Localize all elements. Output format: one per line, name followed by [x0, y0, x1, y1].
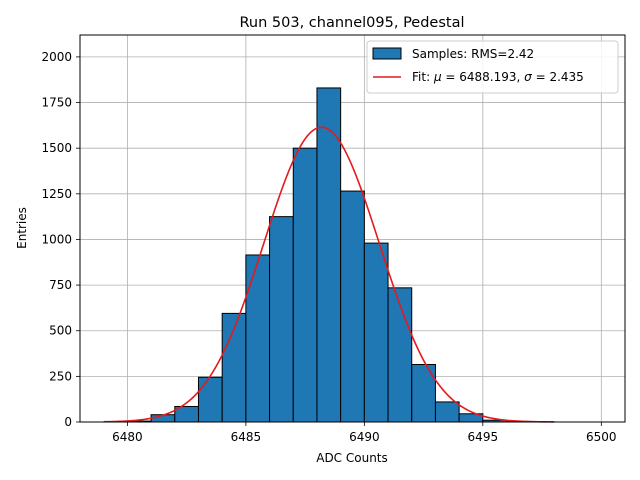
histogram-bar: [387, 287, 413, 423]
chart-title: Run 503, channel095, Pedestal: [239, 15, 464, 31]
legend: Samples: RMS=2.42 Fit: μ = 6488.193, σ =…: [366, 40, 619, 94]
y-tick-label: 500: [49, 324, 72, 338]
x-axis: 6480 6485 6490 6495 6500: [112, 422, 617, 444]
y-tick-label: 0: [64, 415, 72, 429]
x-tick-label: 6495: [468, 430, 499, 444]
legend-box: [366, 40, 619, 94]
y-tick-label: 2000: [41, 50, 72, 64]
plot-frame: [79, 34, 626, 423]
x-axis-label: ADC Counts: [316, 451, 388, 465]
histogram-bar: [434, 401, 460, 423]
legend-histogram-swatch: [372, 47, 402, 60]
histogram-bar: [197, 376, 223, 423]
histogram-bar: [411, 363, 436, 423]
y-tick-label: 1250: [41, 187, 72, 201]
legend-histogram-label: Samples: RMS=2.42: [412, 47, 534, 61]
x-tick-label: 6480: [112, 430, 143, 444]
histogram-bars: [126, 87, 555, 423]
y-axis: 0 250 500 750 1000 1250 1500 1750 2000: [41, 50, 80, 429]
x-tick-label: 6485: [231, 430, 262, 444]
histogram-bar: [269, 216, 294, 423]
y-tick-label: 1750: [41, 96, 72, 110]
histogram-bar: [245, 254, 271, 423]
legend-fit-mu-value: = 6488.193,: [442, 70, 525, 84]
y-tick-label: 750: [49, 278, 72, 292]
legend-fit-sigma-value: = 2.435: [532, 70, 584, 84]
legend-fit-mu-symbol: μ: [433, 70, 442, 84]
y-axis-label: Entries: [15, 207, 29, 249]
x-tick-label: 6490: [349, 430, 380, 444]
y-tick-label: 1500: [41, 141, 72, 155]
histogram-bar: [340, 190, 365, 423]
gaussian-fit-line: [103, 126, 554, 423]
y-tick-label: 250: [49, 369, 72, 383]
legend-fit-label: Fit: μ = 6488.193, σ = 2.435: [412, 70, 584, 84]
legend-fit-prefix: Fit:: [412, 70, 434, 84]
legend-fit-sigma-symbol: σ: [524, 70, 532, 84]
histogram-bar: [363, 242, 389, 423]
x-tick-label: 6500: [586, 430, 617, 444]
histogram-bar: [292, 147, 318, 423]
y-tick-label: 1000: [41, 232, 72, 246]
